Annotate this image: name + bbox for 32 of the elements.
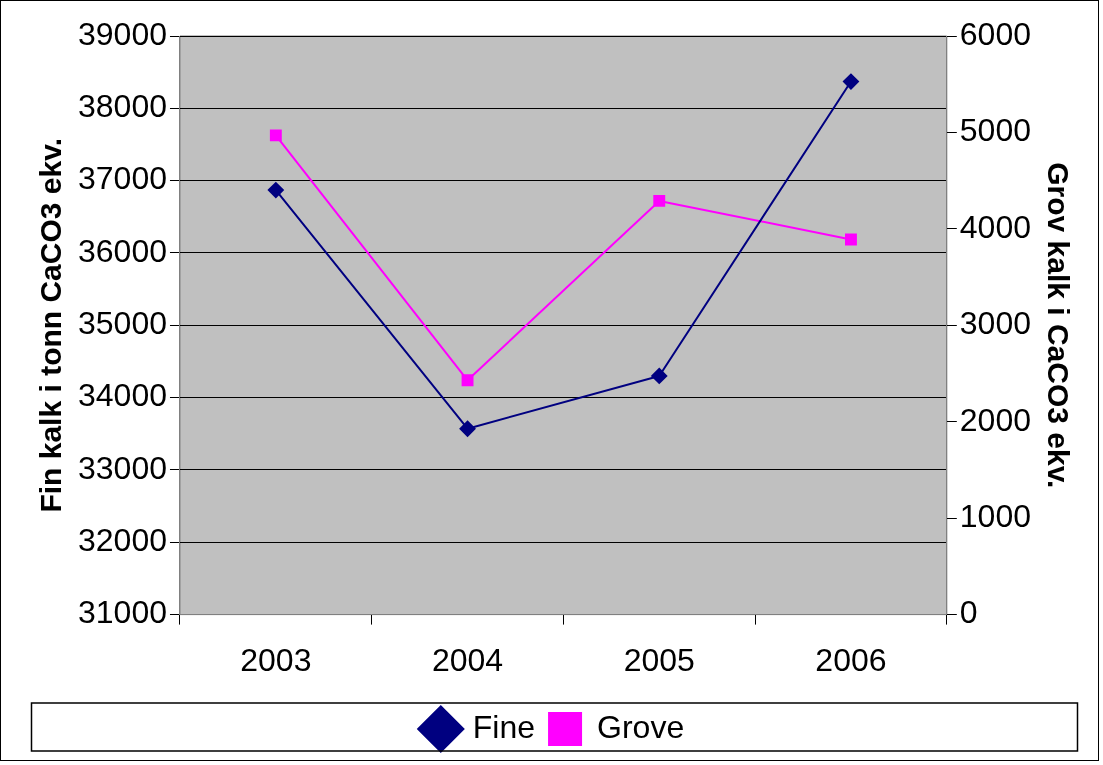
point bbox=[459, 420, 476, 437]
point bbox=[653, 194, 666, 207]
point bbox=[267, 182, 284, 199]
y2-tick-label: 2000 bbox=[959, 401, 1031, 438]
x-tick-label: 2004 bbox=[431, 641, 504, 678]
y2-axis-title: Grov kalk i CaCO3 ekv. bbox=[1041, 162, 1075, 489]
y2-tick-label: 6000 bbox=[959, 15, 1031, 52]
x-tick-label: 2006 bbox=[815, 641, 887, 678]
y-tick-label: 37000 bbox=[78, 160, 167, 197]
legend-label: Grove bbox=[597, 708, 685, 745]
y2-tick-label: 4000 bbox=[959, 208, 1031, 245]
y-tick-label: 33000 bbox=[78, 449, 167, 486]
x-tick-label: 2005 bbox=[623, 641, 695, 678]
point bbox=[651, 367, 668, 384]
x-tick-label: 2003 bbox=[240, 641, 312, 678]
y2-tick-label: 0 bbox=[959, 594, 978, 631]
y-tick-label: 36000 bbox=[78, 232, 167, 269]
y2-tick-label: 5000 bbox=[959, 112, 1031, 149]
y-tick-label: 32000 bbox=[78, 522, 167, 559]
y2-tick-label: 3000 bbox=[959, 305, 1031, 342]
point bbox=[845, 233, 857, 246]
legend-label: Fine bbox=[472, 708, 536, 745]
y-tick-label: 38000 bbox=[78, 88, 167, 125]
point bbox=[842, 73, 859, 90]
y2-tick-label: 1000 bbox=[959, 497, 1031, 534]
y-tick-label: 35000 bbox=[78, 305, 167, 342]
y-tick-label: 34000 bbox=[78, 377, 167, 414]
y-tick-label: 31000 bbox=[78, 594, 167, 631]
y-axis-title: Fin kalk i tonn CaCO3 ekv. bbox=[34, 138, 68, 513]
y-tick-label: 39000 bbox=[78, 15, 167, 52]
point bbox=[461, 374, 474, 387]
point bbox=[269, 129, 282, 142]
